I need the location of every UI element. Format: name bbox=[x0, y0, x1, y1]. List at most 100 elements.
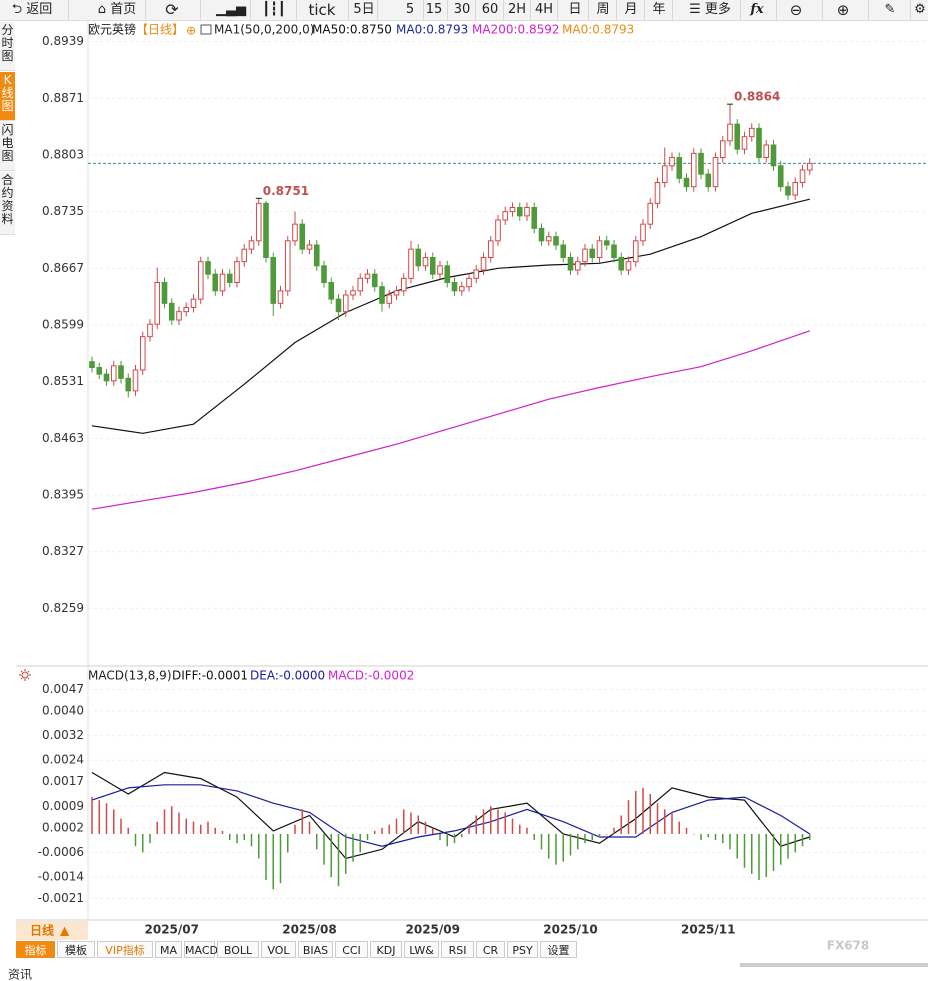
period-button[interactable]: 60 bbox=[481, 2, 499, 17]
period-button[interactable]: 30 bbox=[453, 2, 471, 17]
macd-bar bbox=[562, 833, 564, 862]
period-button[interactable]: 15 bbox=[425, 2, 443, 17]
period-button[interactable]: 月 bbox=[624, 2, 638, 17]
macd-bar bbox=[410, 812, 412, 834]
candle-body bbox=[234, 261, 240, 283]
y-tick-label: 0.8531 bbox=[42, 374, 84, 388]
separator bbox=[250, 0, 251, 20]
macd-bar bbox=[207, 821, 209, 834]
refresh-button[interactable]: ⟳ bbox=[165, 0, 179, 19]
zoom-out-button[interactable]: ⊖ bbox=[789, 1, 803, 19]
indicator-tab[interactable]: VIP指标 bbox=[97, 941, 153, 958]
formula-button[interactable]: fx bbox=[750, 2, 764, 17]
candle-body bbox=[596, 240, 603, 258]
macd-bar bbox=[395, 818, 398, 834]
period-button[interactable]: 周 bbox=[596, 2, 610, 17]
y-tick-label: 0.8599 bbox=[42, 318, 84, 332]
candle-body bbox=[777, 165, 784, 188]
period-button[interactable]: 4H bbox=[534, 2, 554, 17]
candle-body bbox=[502, 211, 509, 221]
settings-button[interactable]: ⚙ bbox=[914, 2, 926, 17]
candle-body bbox=[741, 136, 748, 150]
macd-bar bbox=[736, 833, 738, 859]
indicator-tab[interactable]: KDJ bbox=[370, 941, 402, 958]
period-button-label[interactable]: 日线 bbox=[30, 923, 54, 938]
candle-body bbox=[176, 311, 182, 321]
macd-bar bbox=[330, 833, 332, 877]
back-label[interactable]: 返回 bbox=[26, 2, 53, 17]
indicator-tab[interactable]: BIAS bbox=[298, 941, 333, 958]
separator bbox=[348, 0, 349, 20]
candle-body bbox=[698, 152, 704, 175]
side-tab[interactable]: K线图 bbox=[0, 72, 15, 121]
period-button[interactable]: 5 bbox=[405, 2, 415, 17]
period-button[interactable]: 2H bbox=[507, 2, 527, 17]
macd-bar bbox=[337, 833, 340, 887]
indicator-tab[interactable]: 设置 bbox=[540, 941, 577, 958]
indicator-tab[interactable]: PSY bbox=[507, 941, 538, 958]
period-button[interactable]: 5日 bbox=[353, 2, 375, 17]
indicator-tab[interactable]: CR bbox=[476, 941, 505, 958]
macd-bar bbox=[519, 824, 521, 834]
draw-button[interactable]: ✎ bbox=[884, 2, 896, 17]
legend-item: DIFF:-0.0001 bbox=[172, 669, 248, 683]
macd-bar bbox=[700, 833, 702, 841]
macd-bar bbox=[185, 818, 187, 834]
settings-icon[interactable] bbox=[19, 669, 31, 681]
period-button[interactable]: 年 bbox=[652, 2, 666, 17]
macd-bar bbox=[236, 833, 238, 844]
macd-bar bbox=[475, 815, 477, 834]
candle-body bbox=[792, 182, 799, 196]
macd-bar bbox=[279, 833, 282, 884]
indicator-tab[interactable]: MA bbox=[155, 941, 182, 958]
candle-body bbox=[719, 140, 726, 158]
back-button[interactable]: ⮌ 返回 bbox=[11, 2, 53, 17]
indicator-tab[interactable]: CCI bbox=[335, 941, 368, 958]
y-tick-label: 0.0009 bbox=[42, 799, 84, 813]
period-button-arrow[interactable]: ▲ bbox=[60, 924, 70, 938]
indicator-tab[interactable]: LW& bbox=[404, 941, 439, 958]
indicator-tab[interactable]: RSI bbox=[441, 941, 474, 958]
macd-bar bbox=[548, 833, 550, 859]
home-label[interactable]: 首页 bbox=[110, 2, 137, 17]
side-tab[interactable]: 分时图 bbox=[0, 22, 15, 71]
zoom-in-button[interactable]: ⊕ bbox=[836, 1, 850, 19]
indicator-tab[interactable]: VOL bbox=[261, 941, 296, 958]
line-chart-button[interactable]: ▁▃▅ bbox=[216, 2, 246, 17]
macd-title: MACD(13,8,9) bbox=[88, 669, 172, 683]
indicator-tab[interactable]: 模板 bbox=[57, 941, 95, 958]
y-tick-label: 0.8327 bbox=[42, 544, 84, 558]
indicator-tab[interactable]: 指标 bbox=[16, 941, 55, 958]
separator bbox=[868, 0, 869, 20]
macd-bar bbox=[142, 833, 144, 853]
candle-body bbox=[806, 162, 813, 171]
candle-body bbox=[444, 265, 451, 284]
tick-button[interactable]: tick bbox=[308, 1, 336, 19]
candle-body bbox=[683, 177, 690, 188]
y-tick-label: -0.0006 bbox=[38, 845, 84, 859]
candle-body bbox=[342, 294, 349, 313]
legend-item: MA200:0.8592 bbox=[472, 23, 560, 37]
indicator-tab[interactable]: BOLL bbox=[217, 941, 259, 958]
add-icon[interactable]: ⊕ bbox=[186, 24, 196, 38]
separator bbox=[475, 0, 476, 20]
candle-body bbox=[618, 257, 625, 271]
separator bbox=[447, 0, 448, 20]
period-button[interactable] bbox=[16, 921, 88, 940]
period-button[interactable]: 日 bbox=[568, 2, 582, 17]
candle-button[interactable]: ┃┇┃ bbox=[262, 2, 286, 17]
home-button[interactable]: ⌂ 首页 bbox=[97, 2, 137, 17]
more-label[interactable]: 更多 bbox=[704, 2, 731, 17]
indicator-tab[interactable]: MACD bbox=[184, 941, 218, 958]
footer-tab[interactable]: 资讯 bbox=[8, 968, 32, 981]
macd-bar bbox=[577, 833, 579, 850]
separator bbox=[200, 0, 201, 20]
more-button[interactable]: ☰ 更多 bbox=[689, 2, 731, 17]
macd-bar bbox=[765, 833, 767, 877]
candle-body bbox=[799, 169, 806, 183]
macd-bar bbox=[664, 809, 666, 834]
side-tab[interactable]: 合约资料 bbox=[0, 172, 15, 235]
ma-icon[interactable] bbox=[200, 24, 212, 35]
side-tab[interactable]: 闪电图 bbox=[0, 122, 15, 171]
candle-body bbox=[640, 223, 646, 242]
